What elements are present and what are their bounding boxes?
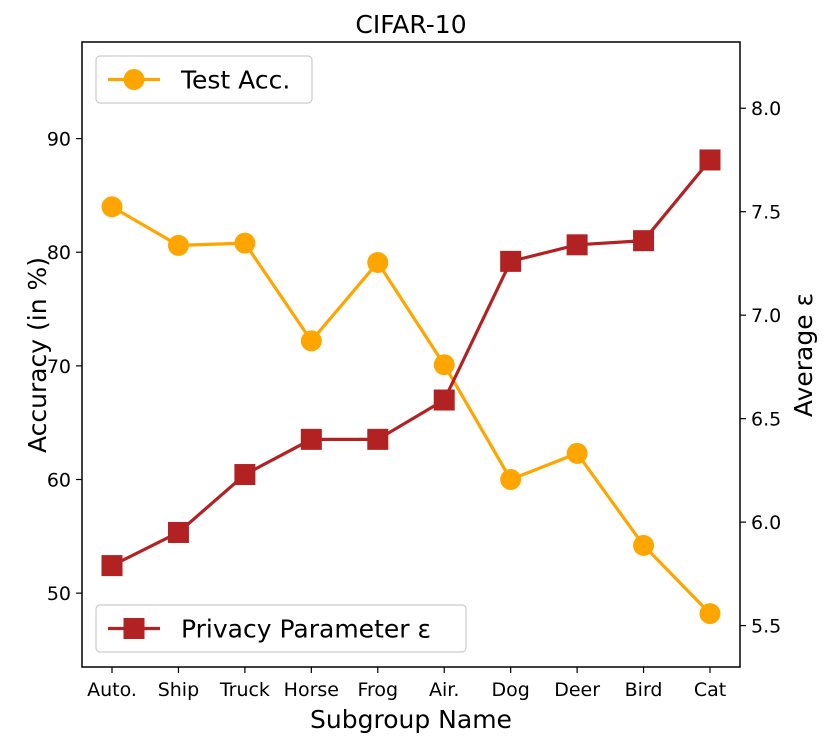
series-line-0 — [111, 205, 712, 615]
x-tick-label: Ship — [158, 679, 199, 701]
x-axis-label: Subgroup Name — [310, 705, 512, 734]
x-tick-label: Horse — [284, 679, 339, 701]
x-tick-label: Deer — [554, 679, 600, 701]
series-line-1 — [111, 158, 712, 568]
chart-title: CIFAR-10 — [355, 10, 466, 39]
data-point-privacy-epsilon — [367, 428, 389, 450]
y-left-tick-label: 70 — [47, 356, 71, 378]
y-left-tick-label: 80 — [47, 242, 71, 264]
y-right-tick-label: 8.0 — [751, 98, 781, 120]
legend-test-acc: Test Acc. — [95, 55, 313, 104]
x-tick-label: Dog — [492, 679, 530, 701]
data-point-privacy-epsilon — [300, 428, 322, 450]
y-axis-left-label: Accuracy (in %) — [23, 257, 52, 453]
data-point-test-acc — [367, 251, 389, 273]
x-tick-label: Air. — [429, 679, 459, 701]
data-point-test-acc — [167, 234, 189, 256]
y-axis-right-label: Average ε — [789, 293, 818, 417]
legend-privacy: Privacy Parameter ε — [95, 604, 467, 653]
data-point-test-acc — [101, 196, 123, 218]
data-point-test-acc — [500, 469, 522, 490]
data-point-privacy-epsilon — [433, 389, 455, 411]
data-point-test-acc — [234, 232, 256, 254]
x-tick-label: Frog — [357, 679, 398, 701]
data-point-test-acc — [566, 442, 588, 464]
legend-marker — [123, 618, 145, 639]
data-point-privacy-epsilon — [566, 234, 588, 256]
y-right-tick-label: 7.5 — [751, 202, 781, 224]
y-left-tick-label: 50 — [47, 583, 71, 605]
y-left-tick-label: 60 — [47, 470, 71, 492]
data-point-privacy-epsilon — [699, 149, 721, 171]
data-point-privacy-epsilon — [633, 230, 655, 252]
data-point-privacy-epsilon — [101, 555, 123, 577]
x-tick-label: Cat — [694, 679, 726, 701]
legend-marker — [123, 69, 145, 90]
x-tick-label: Auto. — [87, 679, 137, 701]
y-right-tick-label: 5.5 — [751, 616, 781, 638]
plot-frame — [81, 41, 741, 668]
data-point-privacy-epsilon — [500, 250, 522, 272]
y-right-tick-label: 7.0 — [751, 305, 781, 327]
y-right-tick-label: 6.5 — [751, 409, 781, 431]
data-point-test-acc — [699, 603, 721, 625]
data-point-test-acc — [433, 354, 455, 376]
data-point-test-acc — [300, 330, 322, 352]
x-tick-label: Truck — [219, 679, 270, 701]
data-point-privacy-epsilon — [234, 464, 256, 486]
data-point-privacy-epsilon — [167, 521, 189, 543]
y-right-tick-label: 6.0 — [751, 512, 781, 534]
legend-box — [95, 55, 313, 104]
legend-box — [95, 604, 467, 653]
data-point-test-acc — [633, 534, 655, 556]
y-left-tick-label: 90 — [47, 129, 71, 151]
legend-label: Test Acc. — [180, 66, 290, 95]
x-tick-label: Bird — [625, 679, 663, 701]
legend-label: Privacy Parameter ε — [181, 615, 431, 644]
